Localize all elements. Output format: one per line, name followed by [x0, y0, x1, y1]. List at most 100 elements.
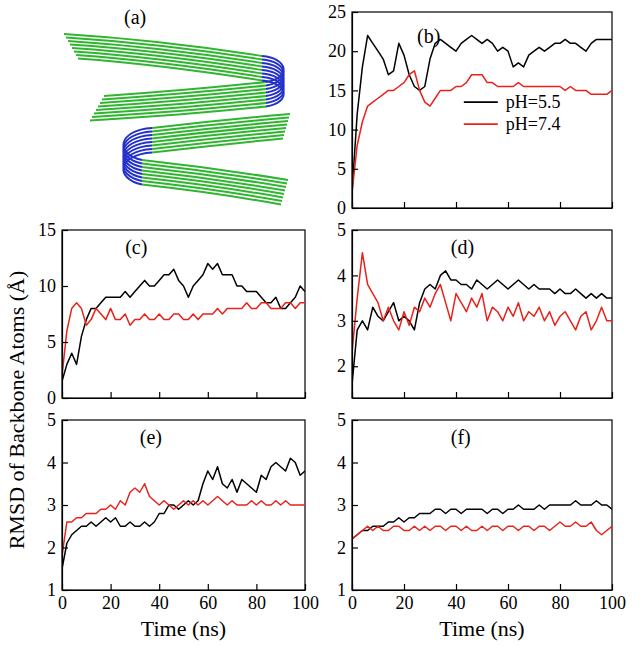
y-tick-label: 4 [337, 266, 346, 286]
y-axis: 0 5 10 15 20 25 [328, 2, 358, 218]
y-tick-mark [62, 420, 68, 421]
x-tick-mark [612, 392, 613, 398]
panel: 0510152025(b)pH=5.5pH=7.4 [328, 2, 613, 218]
strand [142, 185, 281, 205]
y-tick: 15 [38, 220, 68, 240]
x-tick-label: 20 [102, 593, 120, 613]
strand [74, 52, 262, 74]
y-tick: 3 [337, 495, 358, 515]
panel-title: (c) [125, 236, 147, 259]
y-tick: 1 [47, 580, 68, 600]
y-tick: 10 [328, 120, 358, 140]
y-tick-mark [352, 366, 358, 367]
x-tick [208, 392, 209, 398]
y-tick-label: 4 [47, 453, 56, 473]
y-tick-label: 25 [328, 2, 346, 22]
y-tick-label: 15 [328, 81, 346, 101]
plot-frame [352, 230, 612, 398]
x-tick-mark [110, 584, 111, 590]
strand [152, 139, 283, 153]
strand [90, 107, 266, 121]
y-tick: 5 [47, 332, 68, 352]
y-axis: 12345 [47, 410, 68, 600]
y-axis-line [62, 231, 63, 399]
legend-swatch [464, 101, 498, 103]
y-tick-mark [62, 547, 68, 548]
y-tick-mark [352, 51, 358, 52]
legend-label: pH=7.4 [506, 114, 561, 134]
x-tick [404, 202, 405, 208]
x-tick-label: 20 [396, 593, 414, 613]
panel-title: (f) [451, 426, 471, 449]
x-axis-title: Time (ns) [439, 616, 524, 641]
x-tick-mark [508, 584, 509, 590]
y-tick: 20 [328, 41, 358, 61]
x-tick: 20 [102, 584, 120, 613]
y-tick: 5 [337, 159, 358, 179]
x-axis: 020406080100 [348, 584, 626, 613]
x-tick-mark [159, 392, 160, 398]
x-tick-mark [560, 584, 561, 590]
x-tick-mark [560, 202, 561, 208]
x-tick [305, 392, 306, 398]
strand [78, 59, 262, 81]
x-tick-label: 100 [292, 593, 319, 613]
x-tick-mark [560, 392, 561, 398]
panel: 2 3 4 5 (d) [337, 220, 613, 398]
plot-frame [352, 420, 612, 590]
x-tick-mark [404, 202, 405, 208]
x-tick [508, 392, 509, 398]
series-line [352, 522, 612, 539]
series-line [62, 264, 305, 382]
x-tick-mark [256, 392, 257, 398]
x-axis-line [353, 590, 613, 591]
y-tick-label: 0 [337, 198, 346, 218]
legend-swatch [464, 123, 498, 125]
series-line [62, 303, 305, 376]
x-tick: 60 [199, 584, 217, 613]
panel-title: (e) [140, 426, 162, 449]
y-tick-label: 5 [337, 220, 346, 240]
panel-title: (d) [451, 236, 474, 259]
series-line [352, 271, 612, 385]
strand [152, 132, 285, 146]
y-tick-mark [352, 420, 358, 421]
y-tick-label: 5 [337, 410, 346, 430]
y-tick: 4 [337, 266, 358, 286]
x-tick-mark [305, 392, 306, 398]
plot-frame [352, 12, 612, 208]
strand [152, 135, 284, 149]
y-tick: 1 [337, 580, 358, 600]
y-tick-label: 2 [337, 538, 346, 558]
series-line [352, 253, 612, 353]
x-tick [456, 392, 457, 398]
y-tick-label: 5 [47, 332, 56, 352]
x-tick-label: 0 [348, 593, 357, 613]
y-tick-label: 1 [47, 580, 56, 600]
y-axis-line [352, 13, 353, 209]
turn [262, 81, 284, 107]
y-tick-label: 3 [337, 311, 346, 331]
y-tick-label: 2 [337, 356, 346, 376]
y-tick-label: 15 [38, 220, 56, 240]
y-tick-label: 3 [47, 495, 56, 515]
y-tick-mark [352, 275, 358, 276]
x-tick [508, 202, 509, 208]
y-tick-label: 10 [38, 276, 56, 296]
x-axis-line [353, 208, 613, 209]
figure: (a)RMSD of Backbone Atoms (Å)0510152025(… [0, 0, 642, 651]
x-axis-title: Time (ns) [141, 616, 226, 641]
y-tick: 3 [337, 311, 358, 331]
x-tick: 80 [552, 584, 570, 613]
x-tick-mark [208, 392, 209, 398]
x-tick-label: 80 [552, 593, 570, 613]
y-tick-mark [352, 230, 358, 231]
y-tick-mark [352, 321, 358, 322]
strand [142, 181, 282, 201]
y-tick-mark [62, 590, 68, 591]
plot-frame [62, 230, 305, 398]
y-tick: 2 [337, 538, 358, 558]
y-axis: 12345 [337, 410, 358, 600]
plot-frame [62, 420, 305, 590]
series-line [352, 501, 612, 539]
